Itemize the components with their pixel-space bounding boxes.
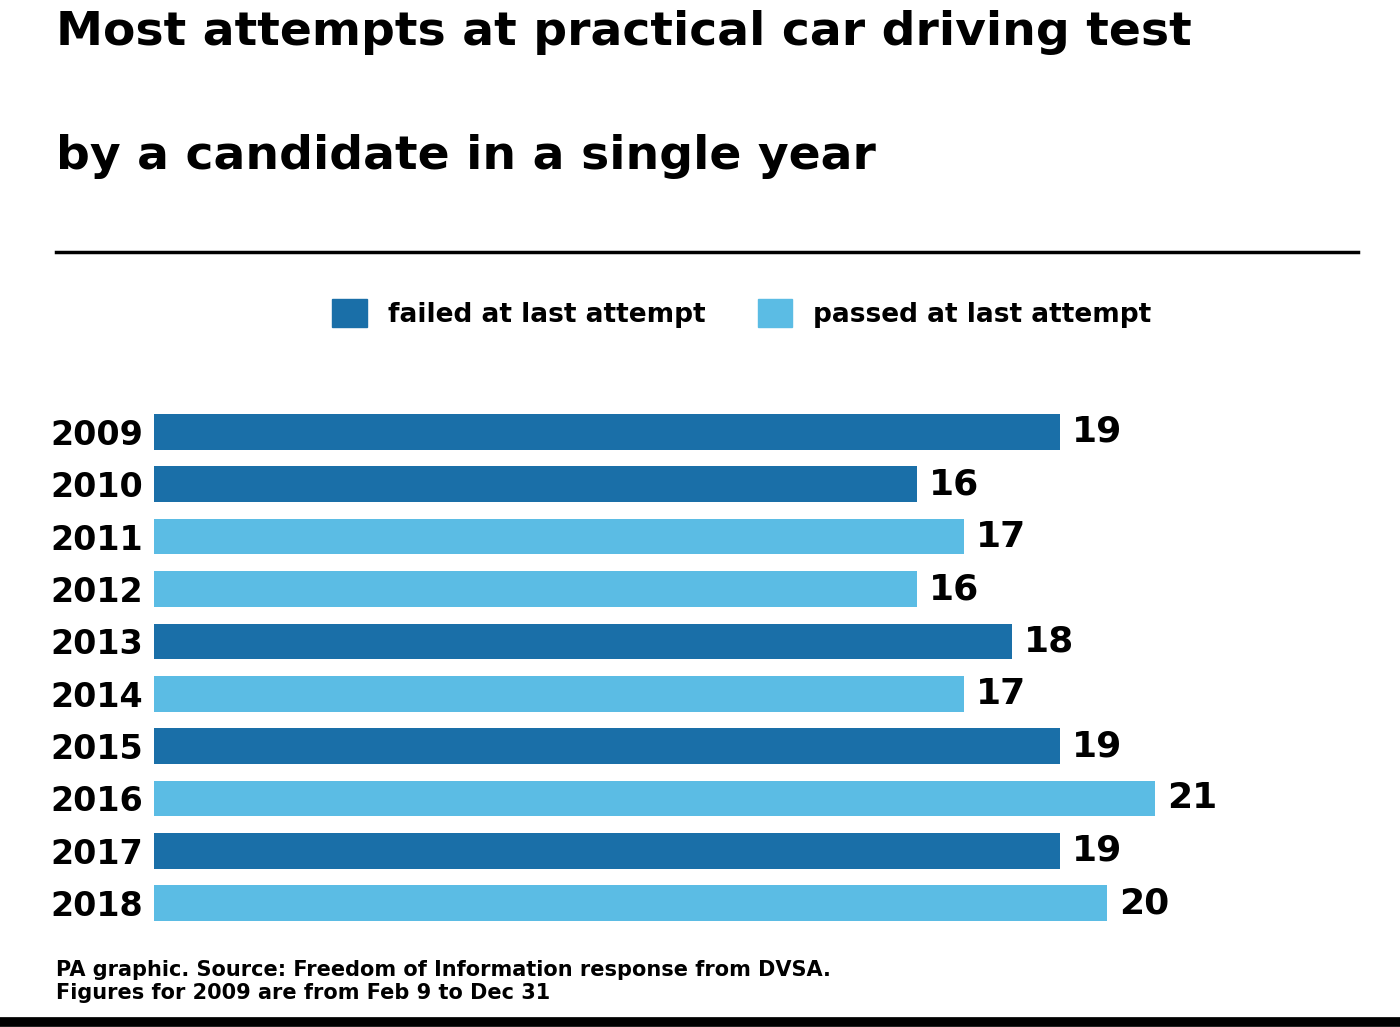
Text: 17: 17	[976, 677, 1026, 711]
Text: 20: 20	[1119, 886, 1169, 920]
Text: PA graphic. Source: Freedom of Information response from DVSA.
Figures for 2009 : PA graphic. Source: Freedom of Informati…	[56, 960, 830, 1003]
Text: 16: 16	[928, 467, 979, 501]
Bar	[154, 571, 917, 607]
Text: 19: 19	[1071, 729, 1121, 763]
Bar	[154, 623, 1012, 659]
Bar	[154, 728, 1060, 764]
Text: 19: 19	[1071, 834, 1121, 868]
Bar	[154, 466, 917, 502]
Legend: failed at last attempt, passed at last attempt: failed at last attempt, passed at last a…	[319, 286, 1165, 341]
Bar	[154, 676, 965, 712]
Text: 19: 19	[1071, 415, 1121, 449]
Bar	[154, 414, 1060, 450]
Text: 17: 17	[976, 520, 1026, 554]
Bar	[154, 519, 965, 555]
Bar	[154, 885, 1107, 921]
Bar	[154, 781, 1155, 816]
Text: Most attempts at practical car driving test: Most attempts at practical car driving t…	[56, 10, 1191, 55]
Bar	[154, 833, 1060, 869]
Text: 18: 18	[1023, 624, 1074, 658]
Text: 21: 21	[1166, 782, 1217, 815]
Text: 16: 16	[928, 572, 979, 606]
Text: by a candidate in a single year: by a candidate in a single year	[56, 134, 876, 179]
